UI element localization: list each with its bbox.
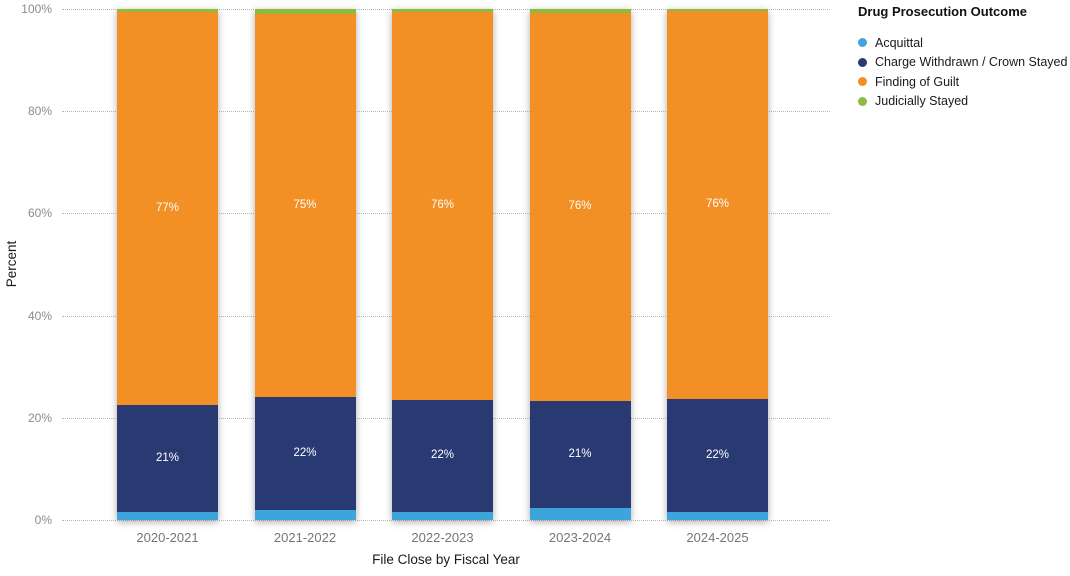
legend-item-label: Acquittal	[875, 35, 923, 50]
legend-item-finding-of-guilt[interactable]: Finding of Guilt	[858, 72, 1068, 92]
legend-item-acquittal[interactable]: Acquittal	[858, 33, 1068, 53]
x-tick-label: 2023-2024	[548, 530, 612, 545]
segment-value-label: 76%	[705, 198, 730, 211]
bar-segment-charge-withdrawn-crown-stayed[interactable]: 22%	[254, 397, 356, 510]
x-tick-label: 2020-2021	[136, 530, 199, 545]
legend-item-charge-withdrawn-crown-stayed[interactable]: Charge Withdrawn / Crown Stayed	[858, 53, 1068, 73]
legend-item-label: Judicially Stayed	[875, 94, 969, 109]
legend-item-label: Charge Withdrawn / Crown Stayed	[875, 55, 1068, 70]
bar-segment-finding-of-guilt[interactable]: 77%	[117, 11, 218, 406]
legend-items: Acquittal Charge Withdrawn / Crown Stayed…	[858, 33, 1068, 111]
y-tick-label: 0%	[34, 513, 52, 527]
bar-segment-charge-withdrawn-crown-stayed[interactable]: 21%	[117, 405, 218, 513]
bar-2020-2021: 21% 77%	[117, 9, 218, 520]
bar-2023-2024: 21% 76%	[529, 9, 631, 520]
bar-segment-charge-withdrawn-crown-stayed[interactable]: 22%	[667, 399, 768, 512]
legend-color-dot	[858, 38, 867, 48]
gridline	[62, 520, 830, 521]
x-tick-label: 2021-2022	[273, 530, 337, 545]
segment-value-label: 22%	[705, 448, 730, 461]
bar-2022-2023: 22% 76%	[392, 9, 493, 520]
segment-value-label: 75%	[293, 199, 317, 211]
segment-value-label: 77%	[155, 201, 180, 214]
y-tick-label: 80%	[27, 104, 52, 119]
legend-color-dot	[858, 96, 867, 106]
bar-segment-judicially-stayed[interactable]	[667, 9, 768, 12]
x-tick-label: 2022-2023	[411, 530, 474, 545]
bar-segment-charge-withdrawn-crown-stayed[interactable]: 21%	[529, 400, 631, 509]
y-tick-label: 60%	[27, 206, 52, 221]
legend-item-judicially-stayed[interactable]: Judicially Stayed	[858, 92, 1068, 112]
bar-segment-judicially-stayed[interactable]	[117, 9, 218, 12]
bar-segment-acquittal[interactable]	[117, 512, 218, 520]
segment-value-label: 76%	[430, 199, 455, 211]
segment-value-label: 76%	[568, 200, 592, 213]
x-tick-label: 2024-2025	[686, 530, 749, 545]
bar-segment-acquittal[interactable]	[254, 509, 356, 520]
legend-color-dot	[858, 57, 867, 67]
bar-segment-finding-of-guilt[interactable]: 76%	[392, 11, 493, 400]
segment-value-label: 22%	[430, 449, 455, 462]
bar-segment-finding-of-guilt[interactable]: 76%	[529, 12, 631, 401]
y-tick-label: 40%	[27, 308, 52, 323]
y-axis-title: Percent	[4, 240, 19, 288]
x-axis-title: File Close by Fiscal Year	[372, 552, 520, 567]
legend-item-label: Finding of Guilt	[875, 74, 960, 89]
bar-2021-2022: 22% 75%	[254, 9, 356, 520]
segment-value-label: 22%	[293, 446, 317, 459]
legend-color-dot	[858, 77, 867, 87]
legend: Drug Prosecution Outcome Acquittal Charge…	[858, 4, 1068, 111]
bar-segment-acquittal[interactable]	[392, 512, 493, 520]
bar-2024-2025: 22% 76%	[667, 9, 768, 520]
y-tick-label: 100%	[21, 2, 52, 16]
bar-segment-judicially-stayed[interactable]	[254, 9, 356, 15]
bar-segment-charge-withdrawn-crown-stayed[interactable]: 22%	[392, 399, 493, 513]
y-tick-label: 20%	[27, 410, 52, 425]
bar-segment-acquittal[interactable]	[529, 508, 631, 520]
bar-segment-acquittal[interactable]	[667, 511, 768, 520]
bar-segment-judicially-stayed[interactable]	[529, 9, 631, 13]
bar-segment-judicially-stayed[interactable]	[392, 9, 493, 12]
segment-value-label: 21%	[568, 447, 592, 460]
bar-segment-finding-of-guilt[interactable]: 75%	[254, 14, 356, 398]
segment-value-label: 21%	[155, 451, 180, 464]
bar-segment-finding-of-guilt[interactable]: 76%	[667, 11, 768, 400]
legend-title: Drug Prosecution Outcome	[858, 4, 1028, 19]
